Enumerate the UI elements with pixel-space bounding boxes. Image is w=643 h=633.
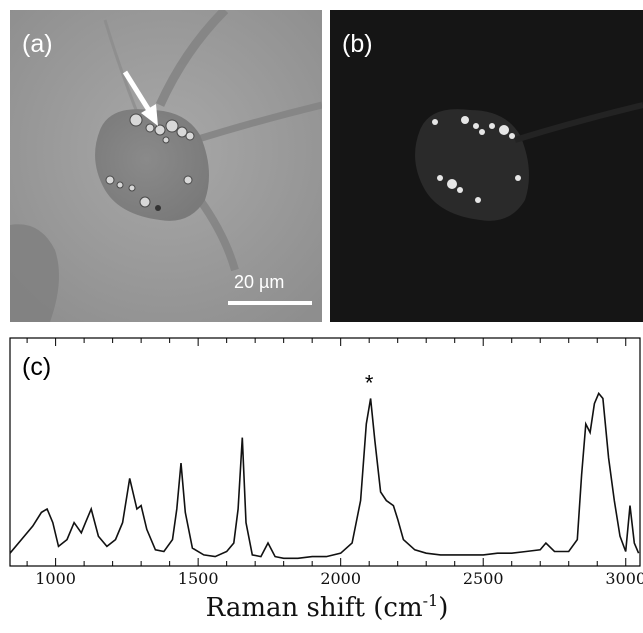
panel-b-label: (b) [342,30,373,58]
x-axis-title: Raman shift (cm-1) [206,591,449,623]
plot-frame [9,337,641,567]
x-axis-ticks [26,338,627,566]
x-tick-label-2500: 2500 [463,569,504,588]
darkfield-cell-drawing [330,10,643,322]
x-tick-label-1000: 1000 [35,569,76,588]
panel-b-dark-image: (b) [330,10,643,322]
panel-c-label: (c) [22,353,51,381]
scale-bar-label: 20 µm [234,272,285,292]
arrow-head [141,104,158,126]
peak-annotation-star: * [365,371,374,396]
neighbor-cell [10,224,59,322]
scale-bar [228,301,312,305]
panel-c-spectrum: (c) 1000 1500 2000 2500 3000 * Raman shift (… [0,330,643,628]
x-tick-label-1500: 1500 [178,569,219,588]
x-tick-label-2000: 2000 [320,569,361,588]
x-tick-label-3000: 3000 [605,569,643,588]
arrow-shaft [122,70,153,114]
x-axis-tick-labels: 1000 1500 2000 2500 3000 [35,569,643,588]
raman-spectrum-chart: (c) 1000 1500 2000 2500 3000 * Raman shift (… [9,337,643,623]
cell-body-dim [415,109,529,221]
spectrum-series-line [9,391,640,560]
panel-a-label: (a) [22,30,53,58]
panel-a-brightfield-image: (a) 20 µm [10,10,322,322]
brightfield-cell-drawing [10,10,322,322]
